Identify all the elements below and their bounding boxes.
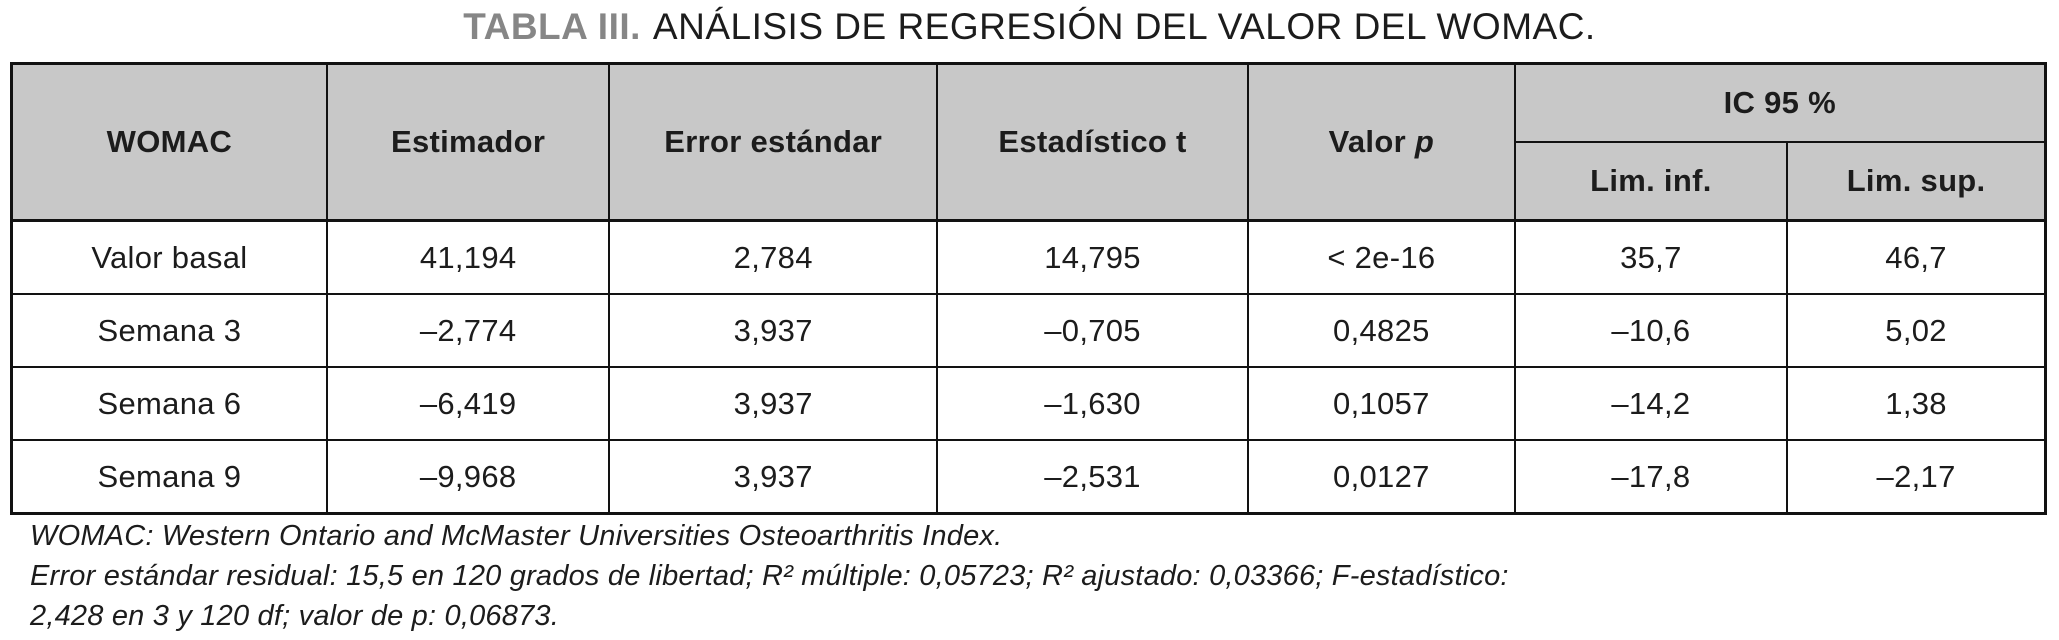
- table-footnotes: WOMAC: Western Ontario and McMaster Univ…: [30, 516, 2040, 636]
- cell-lim-sup: 5,02: [1786, 293, 2047, 368]
- footnote-model-stats-line-1: Error estándar residual: 15,5 en 120 gra…: [30, 560, 1509, 592]
- cell-error-estandar: 3,937: [608, 439, 938, 515]
- cell-valor-p: 0,0127: [1247, 439, 1516, 515]
- cell-lim-sup: 46,7: [1786, 219, 2047, 295]
- table-title-text: ANÁLISIS DE REGRESIÓN DEL VALOR DEL WOMA…: [652, 6, 1596, 47]
- table-row-semana-9: Semana 9 –9,968 3,937 –2,531 0,0127 –17,…: [10, 439, 2047, 515]
- header-row-2: Lim. inf. Lim. sup.: [12, 141, 2047, 222]
- table-header: WOMAC Estimador Error estándar Estadísti…: [10, 62, 2047, 222]
- table-row-valor-basal: Valor basal 41,194 2,784 14,795 < 2e-16 …: [10, 219, 2047, 295]
- cell-lim-inf: –10,6: [1513, 293, 1789, 368]
- column-header-estimador: Estimador: [325, 62, 611, 222]
- footnote-model-stats-line-2: 2,428 en 3 y 120 df; valor de p: 0,06873…: [30, 600, 559, 632]
- column-header-lim-inf: Lim. inf.: [1513, 141, 1789, 222]
- table-row-semana-6: Semana 6 –6,419 3,937 –1,630 0,1057 –14,…: [10, 366, 2047, 441]
- table-body: Valor basal 41,194 2,784 14,795 < 2e-16 …: [10, 219, 2047, 515]
- cell-lim-inf: 35,7: [1513, 219, 1789, 295]
- cell-estimador: –2,774: [325, 293, 611, 368]
- cell-estadistico-t: –1,630: [935, 366, 1250, 441]
- table-title: TABLA III. ANÁLISIS DE REGRESIÓN DEL VALO…: [0, 6, 2059, 48]
- valor-p-symbol: p: [1414, 124, 1435, 159]
- column-header-lim-sup: Lim. sup.: [1786, 141, 2047, 222]
- regression-table: WOMAC Estimador Error estándar Estadísti…: [10, 62, 2047, 515]
- row-label: Semana 3: [10, 293, 328, 368]
- row-label: Semana 9: [10, 439, 328, 515]
- column-header-error-estandar: Error estándar: [608, 62, 938, 222]
- column-header-estadistico-t: Estadístico t: [935, 62, 1250, 222]
- cell-error-estandar: 3,937: [608, 293, 938, 368]
- cell-lim-inf: –14,2: [1513, 366, 1789, 441]
- cell-estimador: –9,968: [325, 439, 611, 515]
- cell-lim-sup: 1,38: [1786, 366, 2047, 441]
- row-label: Semana 6: [10, 366, 328, 441]
- cell-valor-p: < 2e-16: [1247, 219, 1516, 295]
- cell-lim-inf: –17,8: [1513, 439, 1789, 515]
- column-header-valor-p: Valor p: [1247, 62, 1516, 222]
- cell-error-estandar: 3,937: [608, 366, 938, 441]
- cell-lim-sup: –2,17: [1786, 439, 2047, 515]
- column-header-ic95: IC 95 %: [1513, 62, 2047, 143]
- cell-estimador: 41,194: [325, 219, 611, 295]
- column-header-womac: WOMAC: [10, 62, 328, 222]
- table-number-label: TABLA III.: [463, 6, 641, 47]
- cell-estadistico-t: –2,531: [935, 439, 1250, 515]
- cell-valor-p: 0,1057: [1247, 366, 1516, 441]
- header-row-1: WOMAC Estimador Error estándar Estadísti…: [10, 62, 2047, 222]
- footnote-womac-definition: WOMAC: Western Ontario and McMaster Univ…: [30, 520, 1003, 552]
- cell-estimador: –6,419: [325, 366, 611, 441]
- cell-estadistico-t: –0,705: [935, 293, 1250, 368]
- cell-error-estandar: 2,784: [608, 219, 938, 295]
- cell-estadistico-t: 14,795: [935, 219, 1250, 295]
- valor-p-prefix: Valor: [1328, 124, 1406, 159]
- row-label: Valor basal: [10, 219, 328, 295]
- table-row-semana-3: Semana 3 –2,774 3,937 –0,705 0,4825 –10,…: [10, 293, 2047, 368]
- cell-valor-p: 0,4825: [1247, 293, 1516, 368]
